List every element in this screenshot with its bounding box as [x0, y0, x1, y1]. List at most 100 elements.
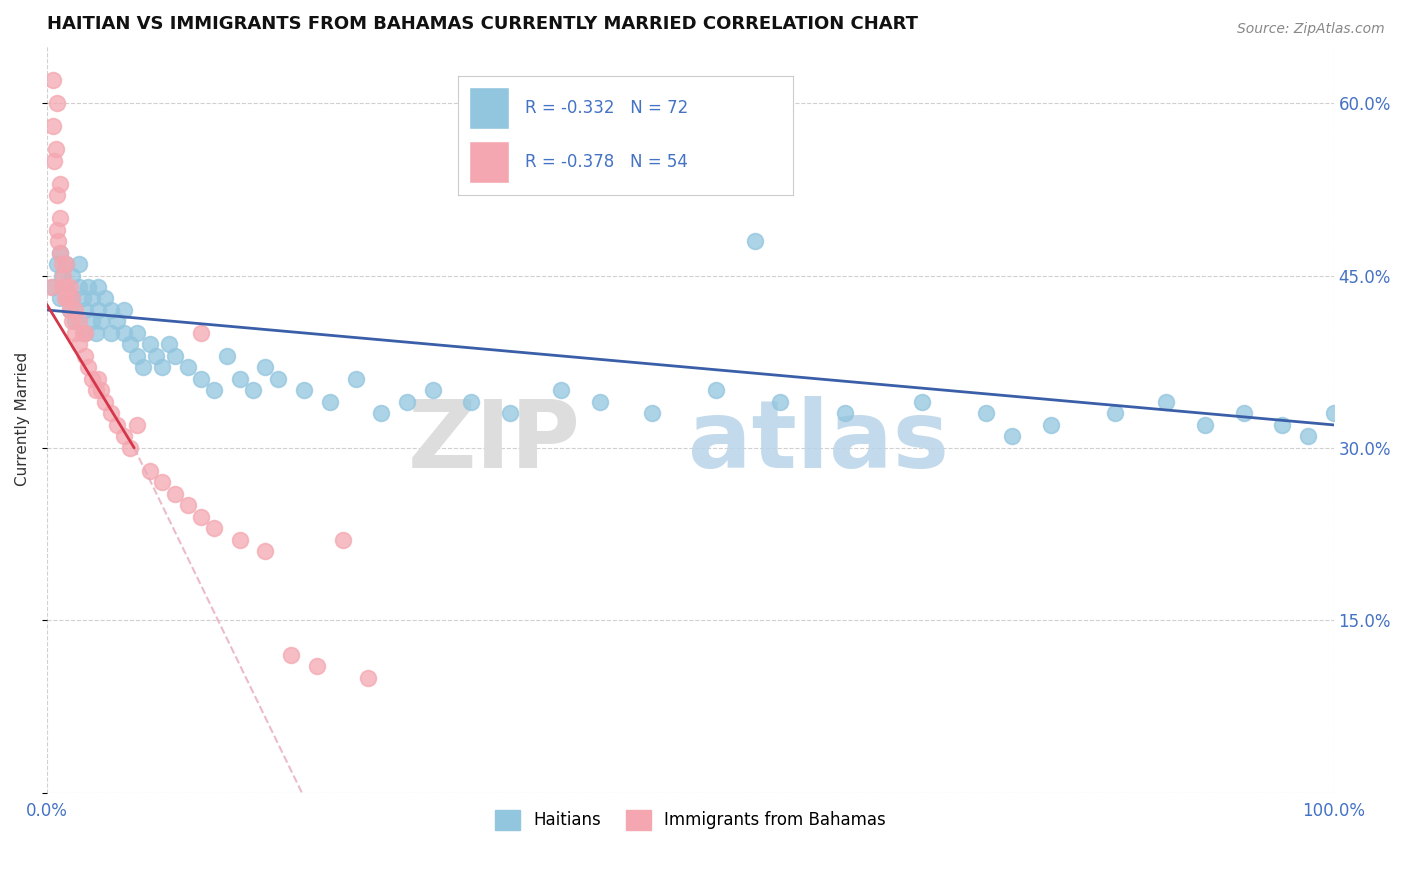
Point	[1271, 417, 1294, 432]
Text: ZIP: ZIP	[408, 395, 581, 488]
Point	[72, 326, 94, 340]
Point	[370, 406, 392, 420]
Legend: Haitians, Immigrants from Bahamas: Haitians, Immigrants from Bahamas	[488, 803, 893, 837]
Point	[1001, 429, 1024, 443]
Point	[93, 292, 115, 306]
Point	[100, 406, 122, 420]
Point	[640, 406, 662, 420]
Point	[59, 303, 82, 318]
Point	[319, 395, 342, 409]
Point	[138, 464, 160, 478]
Point	[152, 475, 174, 490]
Point	[48, 245, 70, 260]
Point	[87, 303, 110, 318]
Point	[75, 326, 97, 340]
Point	[55, 257, 77, 271]
Point	[59, 280, 82, 294]
Point	[125, 417, 148, 432]
Point	[344, 372, 367, 386]
Point	[228, 533, 250, 547]
Point	[1039, 417, 1062, 432]
Point	[1296, 429, 1319, 443]
Point	[834, 406, 856, 420]
Point	[550, 384, 572, 398]
Point	[177, 499, 200, 513]
Point	[44, 153, 66, 168]
Point	[46, 257, 69, 271]
Point	[254, 360, 277, 375]
Point	[228, 372, 250, 386]
Point	[75, 349, 97, 363]
Point	[63, 303, 86, 318]
Point	[93, 395, 115, 409]
Point	[1104, 406, 1126, 420]
Point	[48, 211, 70, 225]
Point	[63, 314, 86, 328]
Point	[67, 257, 90, 271]
Point	[51, 280, 73, 294]
Point	[120, 441, 142, 455]
Point	[46, 188, 69, 202]
Point	[76, 280, 98, 294]
Point	[45, 142, 67, 156]
Point	[165, 349, 187, 363]
Point	[42, 73, 65, 87]
Point	[215, 349, 238, 363]
Point	[42, 280, 65, 294]
Point	[90, 384, 112, 398]
Point	[145, 349, 167, 363]
Point	[53, 292, 76, 306]
Point	[974, 406, 997, 420]
Y-axis label: Currently Married: Currently Married	[15, 352, 30, 486]
Point	[46, 96, 69, 111]
Point	[84, 326, 107, 340]
Point	[460, 395, 482, 409]
Point	[72, 292, 94, 306]
Point	[395, 395, 418, 409]
Point	[80, 372, 103, 386]
Point	[67, 314, 90, 328]
Text: atlas: atlas	[689, 395, 949, 488]
Point	[52, 268, 75, 283]
Point	[46, 222, 69, 236]
Text: HAITIAN VS IMMIGRANTS FROM BAHAMAS CURRENTLY MARRIED CORRELATION CHART: HAITIAN VS IMMIGRANTS FROM BAHAMAS CURRE…	[46, 15, 918, 33]
Point	[125, 349, 148, 363]
Point	[51, 257, 73, 271]
Point	[48, 177, 70, 191]
Point	[422, 384, 444, 398]
Point	[67, 337, 90, 351]
Point	[87, 372, 110, 386]
Point	[132, 360, 155, 375]
Point	[39, 280, 62, 294]
Point	[87, 280, 110, 294]
Point	[1194, 417, 1216, 432]
Point	[60, 292, 83, 306]
Point	[292, 384, 315, 398]
Point	[60, 268, 83, 283]
Text: Source: ZipAtlas.com: Source: ZipAtlas.com	[1237, 22, 1385, 37]
Point	[80, 314, 103, 328]
Point	[138, 337, 160, 351]
Point	[60, 314, 83, 328]
Point	[202, 521, 225, 535]
Point	[280, 648, 302, 662]
Point	[42, 119, 65, 133]
Point	[56, 292, 79, 306]
Point	[80, 292, 103, 306]
Point	[75, 303, 97, 318]
Point	[60, 292, 83, 306]
Point	[125, 326, 148, 340]
Point	[63, 326, 86, 340]
Point	[267, 372, 290, 386]
Point	[48, 245, 70, 260]
Point	[46, 234, 69, 248]
Point	[48, 292, 70, 306]
Point	[1323, 406, 1346, 420]
Point	[157, 337, 180, 351]
Point	[177, 360, 200, 375]
Point	[51, 268, 73, 283]
Point	[55, 280, 77, 294]
Point	[100, 303, 122, 318]
Point	[107, 314, 129, 328]
Point	[112, 429, 135, 443]
